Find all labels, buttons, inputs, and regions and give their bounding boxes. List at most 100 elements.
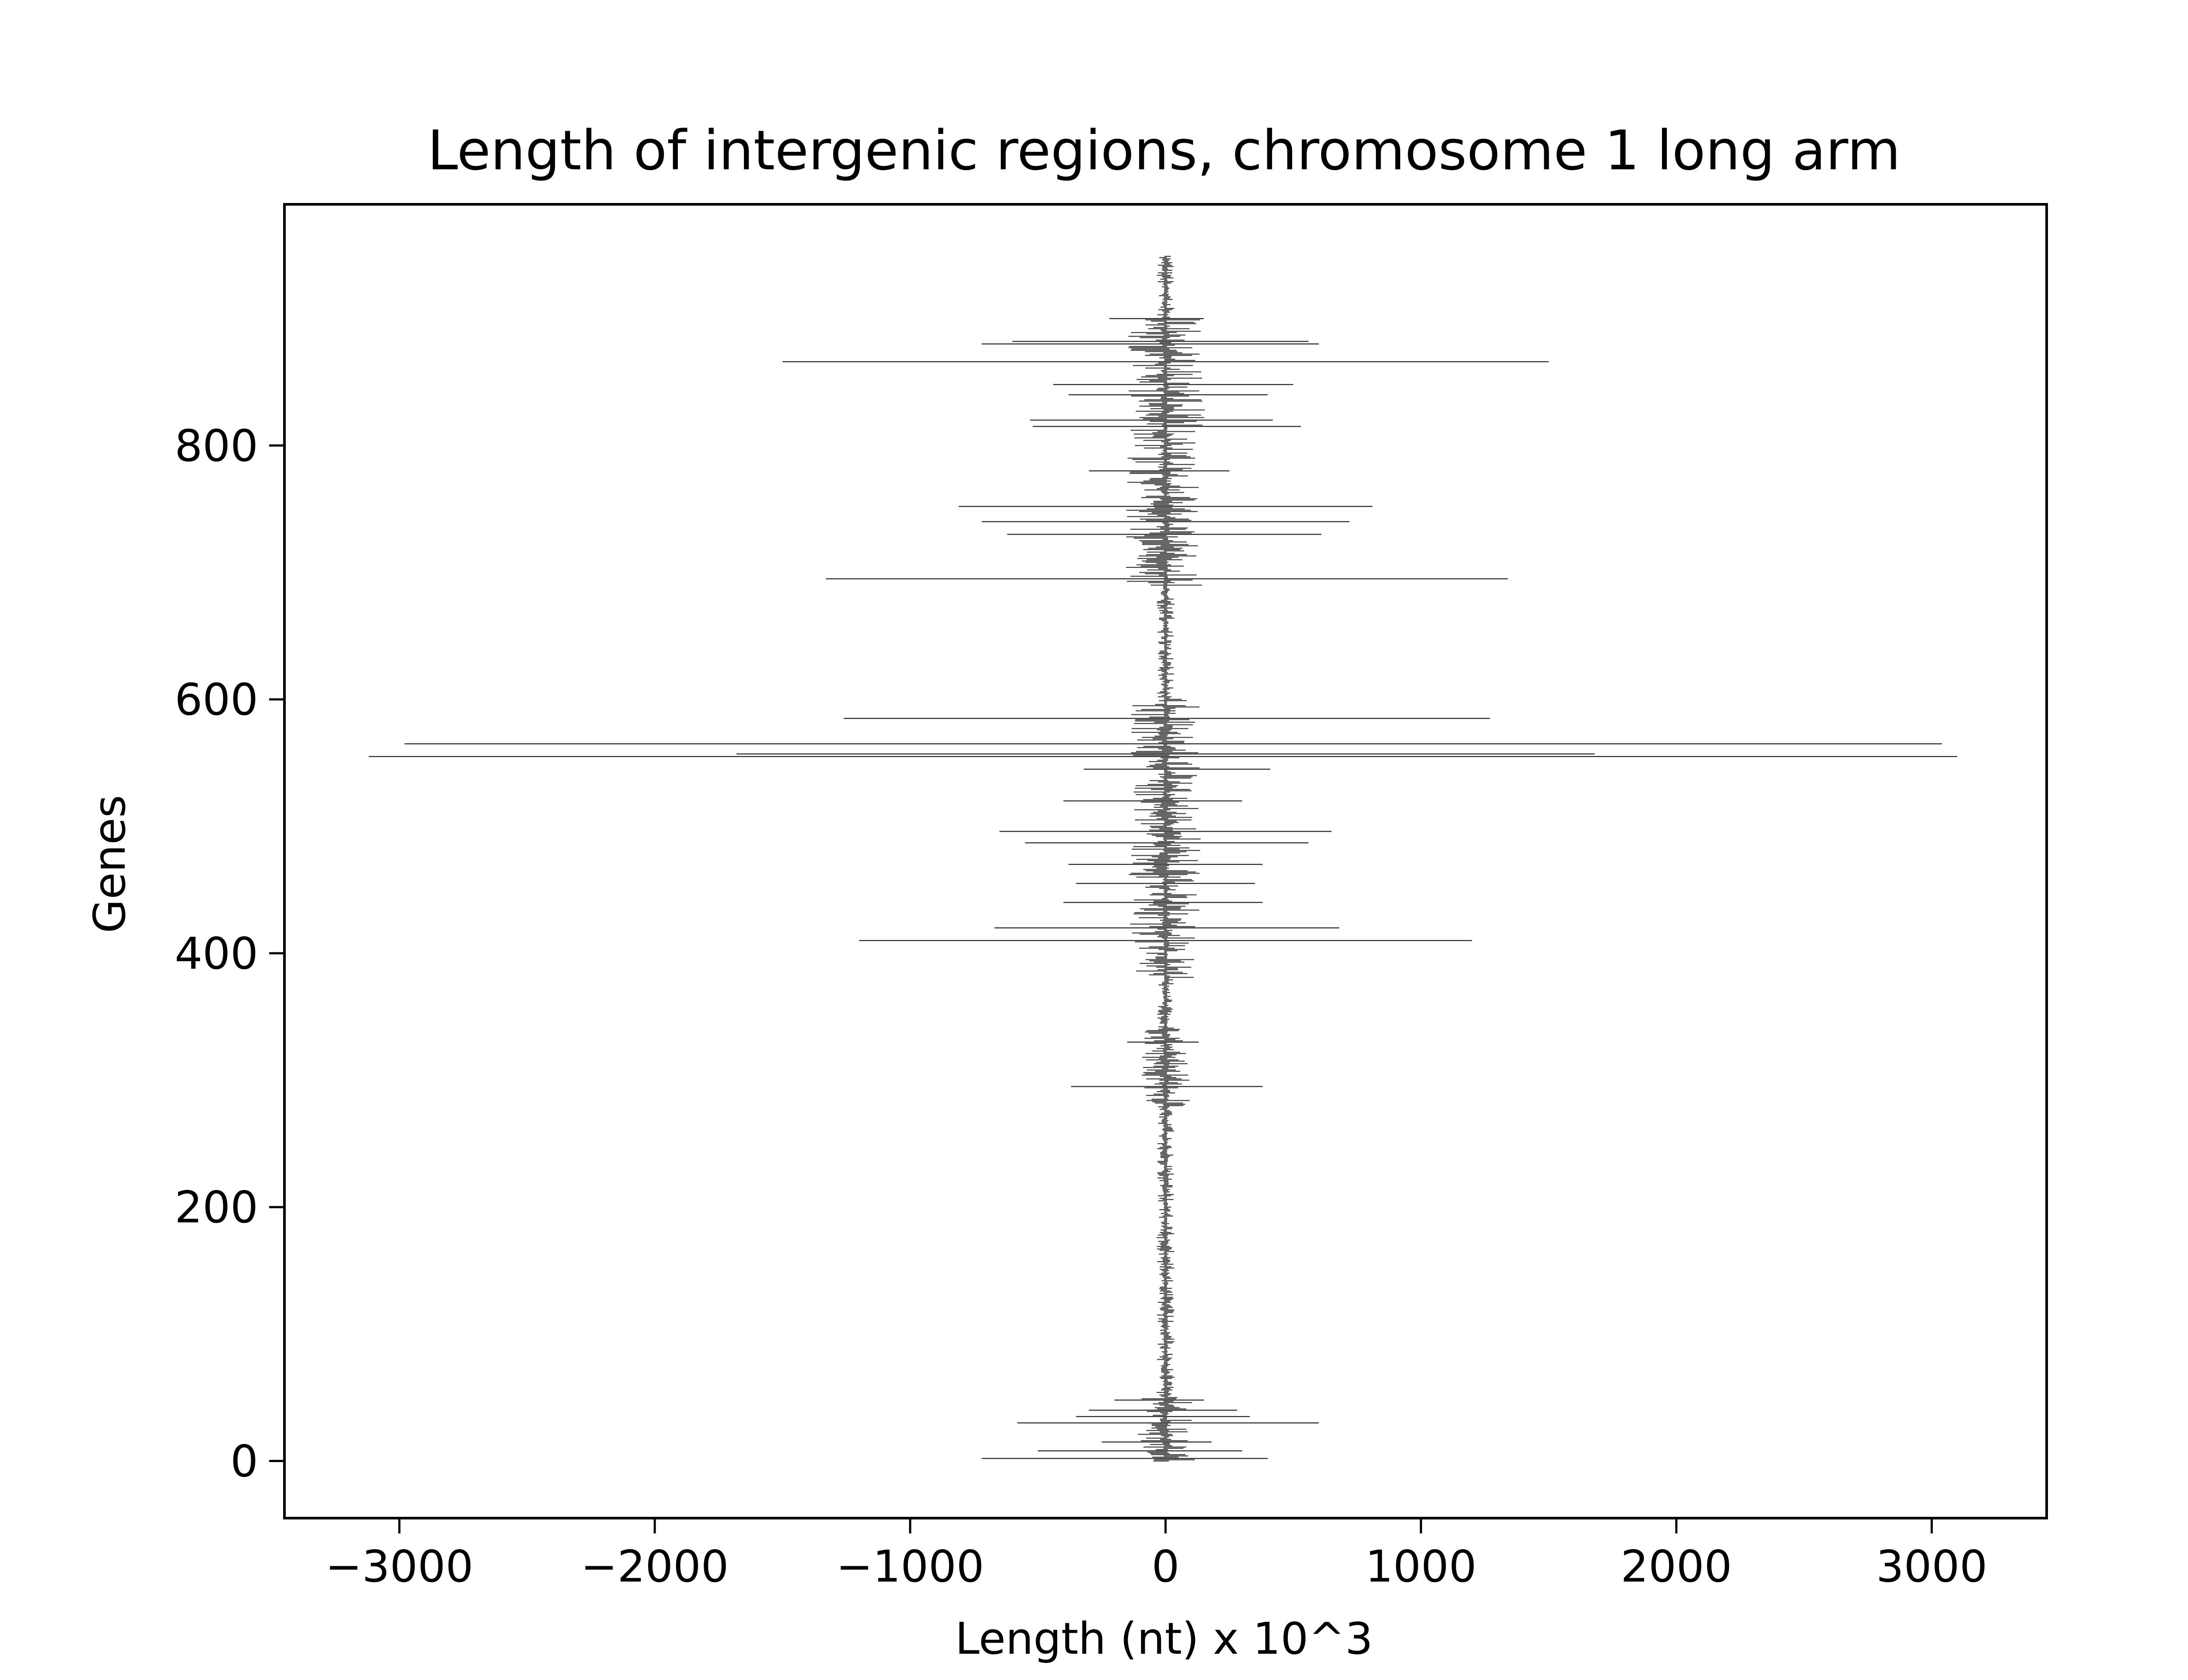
gene-bar [1136,859,1170,860]
gene-bar [1146,952,1167,954]
gene-bar [1160,1163,1168,1165]
gene-bar [1164,525,1170,526]
gene-bar [1161,1120,1169,1122]
gene-bar [1157,969,1178,970]
gene-bar [1157,1177,1168,1179]
gene-bar [1160,852,1180,854]
x-axis: −3000 −2000 −1000 0 1000 2000 3000 [325,1518,1988,1592]
x-tick-label: −1000 [836,1541,984,1592]
gene-bar [1161,1368,1167,1369]
gene-bar [1151,1454,1185,1456]
gene-bar [1161,1090,1170,1091]
gene-bar [1157,954,1168,955]
gene-bar [1063,800,1242,802]
gene-bar [1149,532,1192,534]
gene-bar [1162,522,1169,524]
gene-bar [1157,605,1168,606]
gene-bar [1164,976,1194,978]
gene-bar [1157,1091,1171,1092]
gene-bar [1164,448,1193,450]
gene-bar [1163,1183,1168,1185]
gene-bar [1159,1116,1168,1118]
gene-bar [1071,1086,1263,1087]
gene-bar [1134,723,1167,724]
gene-bar [1163,661,1168,662]
gene-bar [1157,388,1169,389]
gene-bar [1157,488,1169,490]
gene-bar [1164,1252,1167,1253]
gene-bar [1146,1430,1169,1431]
gene-bar [1134,912,1170,914]
gene-bar [1158,1026,1168,1028]
gene-bar [982,343,1319,345]
gene-bar [1145,319,1200,321]
gene-bar [1162,992,1170,993]
gene-bar [1138,1434,1172,1435]
gene-bar [1163,595,1168,596]
gene-bar [1134,809,1171,811]
gene-bar [1164,287,1169,289]
gene-bar [1152,1456,1179,1458]
gene-bar [1164,840,1167,841]
gene-bar [1164,1220,1168,1222]
gene-bar [1160,1153,1168,1155]
gene-bar [1164,654,1169,656]
gene-bar [1155,704,1167,705]
gene-bar [1162,1035,1170,1036]
gene-bar [1163,493,1169,494]
gene-bar [1160,1243,1168,1245]
gene-bar [1144,535,1167,536]
gene-bar [1164,635,1174,637]
gene-bar [1162,331,1201,332]
gene-bar [1164,1130,1175,1132]
gene-bar [1162,1137,1167,1138]
gene-bar [368,756,1957,757]
gene-bar [1151,827,1173,828]
gene-bar [1153,500,1172,502]
gene-bar [1161,1304,1170,1306]
gene-bar [1158,696,1172,697]
gene-bar [1153,1414,1167,1416]
gene-bar [1164,693,1168,695]
gene-bar [1164,1340,1168,1341]
gene-bar [1161,1289,1167,1290]
gene-bar [1151,1036,1169,1038]
gene-bar [1146,1100,1190,1101]
gene-bar [1161,1435,1173,1436]
gene-bar [1160,1152,1167,1153]
gene-bar [1150,584,1202,586]
gene-bar [1152,436,1169,438]
gene-bar [1162,749,1186,751]
gene-bar [1155,1102,1183,1104]
gene-bar [1164,615,1171,616]
gene-bar [1161,600,1168,601]
gene-bar [1160,691,1168,693]
gene-bar [1164,366,1167,368]
gene-bar [1164,358,1175,360]
gene-bar [1164,308,1175,309]
gene-bar [1164,455,1187,456]
gene-bar [1133,862,1168,864]
gene-bar [1162,1258,1169,1260]
gene-bar [1159,1079,1189,1081]
gene-bar [1164,851,1187,852]
gene-bar [1163,1327,1168,1328]
gene-bar [1161,441,1169,442]
gene-bar [1152,1425,1171,1426]
gene-bar [1164,382,1190,384]
gene-bar [1160,1155,1170,1157]
gene-bar [1146,333,1169,335]
gene-bar [1146,520,1192,521]
gene-bar [1143,418,1167,420]
gene-bar [1158,1318,1168,1320]
gene-bar [1141,823,1174,825]
gene-bar [1163,587,1167,588]
gene-bar [1164,427,1168,428]
gene-bar [1161,456,1191,458]
gene-bar [1007,534,1322,535]
gene-bar [1156,814,1172,816]
gene-bar [1164,639,1167,640]
gene-bar [1149,717,1170,718]
y-tick-label: 200 [175,1182,258,1233]
gene-bar [1136,379,1171,380]
